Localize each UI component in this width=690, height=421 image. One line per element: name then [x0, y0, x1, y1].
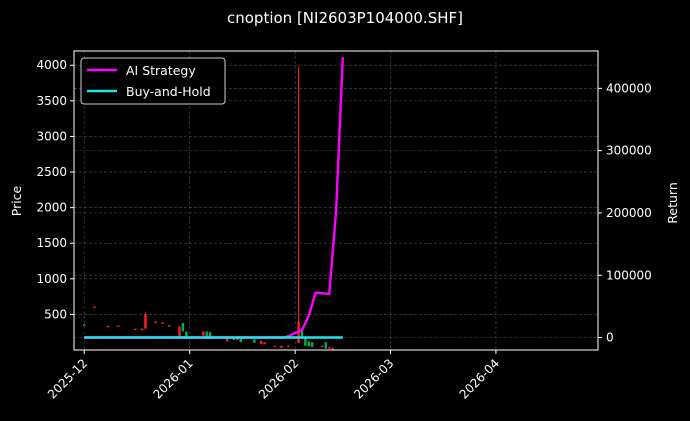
candle-body	[300, 328, 304, 338]
candle-body	[310, 342, 314, 348]
candle-body	[280, 345, 283, 348]
candle-body	[273, 345, 276, 348]
ai-strategy-line	[84, 57, 344, 339]
candle-body	[185, 331, 188, 338]
candle-body	[140, 328, 144, 331]
candlesticks	[83, 66, 334, 350]
x-tick-label: 2026-02	[256, 356, 301, 401]
candle-body	[144, 314, 147, 329]
x-tick-label: 2025-12	[45, 356, 90, 401]
chart-title: cnoption [NI2603P104000.SHF]	[227, 9, 463, 27]
y-tick-label: 4000	[36, 58, 67, 72]
candle-body	[154, 321, 157, 324]
candle-body	[117, 325, 120, 327]
y-tick-label: 100000	[606, 268, 652, 282]
y-tick-label: 0	[606, 331, 614, 345]
candle-body	[178, 326, 181, 338]
candle-body	[161, 322, 164, 324]
candle-body	[168, 325, 171, 327]
candle-body	[208, 332, 212, 339]
candle-body	[327, 347, 331, 349]
y-axis-left: 500 1000 1500 2000 2500 3000 3500 4000	[36, 58, 74, 321]
candle-body	[93, 306, 96, 309]
candle-body	[202, 331, 205, 336]
x-tick-label: 2026-03	[351, 356, 396, 401]
plot-frame	[73, 50, 599, 351]
candle-body	[225, 338, 229, 342]
candle-body	[83, 324, 86, 326]
y-tick-label: 1500	[36, 236, 67, 250]
y-tick-label: 1000	[36, 272, 67, 286]
legend: AI Strategy Buy-and-Hold	[80, 57, 226, 105]
candle-body	[304, 337, 307, 346]
y-tick-label: 300000	[606, 144, 652, 158]
candle-body	[287, 345, 290, 348]
y-tick-label: 2000	[36, 201, 67, 215]
candle-body	[239, 337, 242, 343]
y-axis-right: 0 100000 200000 300000 400000	[598, 81, 652, 345]
y-tick-label: 3500	[36, 94, 67, 108]
y-axis-left-label: Price	[9, 185, 24, 216]
x-tick-label: 2026-01	[150, 356, 195, 401]
y-tick-label: 400000	[606, 81, 652, 95]
series-lines	[84, 57, 344, 339]
candle-body	[134, 328, 137, 331]
x-tick-label: 2026-04	[457, 356, 502, 401]
candle-body	[263, 342, 266, 345]
candle-body	[205, 331, 208, 337]
y-tick-label: 3000	[36, 129, 67, 143]
x-axis: 2025-12 2026-01 2026-02 2026-03 2026-04	[45, 350, 502, 402]
y-tick-label: 2500	[36, 165, 67, 179]
y-axis-right-label: Return	[665, 182, 680, 223]
y-tick-label: 200000	[606, 206, 652, 220]
y-tick-label: 500	[44, 307, 67, 321]
candle-body	[181, 322, 185, 332]
candle-body	[253, 339, 256, 343]
candle-body	[106, 325, 110, 328]
candle-body	[331, 347, 334, 350]
legend-label-buy-and-hold: Buy-and-Hold	[126, 84, 211, 99]
candle-body	[321, 345, 324, 348]
candle-body	[324, 342, 327, 349]
candle-body	[236, 337, 239, 341]
candle-body	[307, 341, 310, 347]
candle-body	[259, 340, 263, 345]
legend-label-ai-strategy: AI Strategy	[126, 63, 196, 78]
